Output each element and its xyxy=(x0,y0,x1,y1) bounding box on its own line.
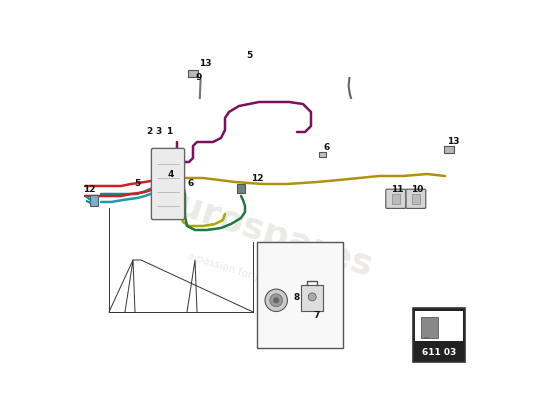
Text: 2: 2 xyxy=(146,128,152,136)
Circle shape xyxy=(274,298,279,303)
Circle shape xyxy=(308,293,316,301)
Text: 8: 8 xyxy=(294,294,300,302)
Text: 9: 9 xyxy=(196,74,202,82)
Text: 12: 12 xyxy=(82,186,95,194)
FancyBboxPatch shape xyxy=(151,148,185,220)
Text: 11: 11 xyxy=(390,186,403,194)
Bar xyxy=(413,308,465,362)
Circle shape xyxy=(270,294,283,307)
Bar xyxy=(415,311,463,342)
Bar xyxy=(90,195,98,206)
Text: 611 03: 611 03 xyxy=(422,348,456,357)
Bar xyxy=(412,194,420,204)
Text: 6: 6 xyxy=(324,144,330,152)
Bar xyxy=(424,337,429,339)
Text: 13: 13 xyxy=(447,138,459,146)
Bar xyxy=(188,70,198,77)
Bar xyxy=(392,194,400,204)
Text: 1: 1 xyxy=(166,128,172,136)
Circle shape xyxy=(265,289,288,312)
Text: eurospares: eurospares xyxy=(149,180,377,284)
Bar xyxy=(444,146,454,153)
Bar xyxy=(421,317,438,338)
Text: a passion for parts since 1985: a passion for parts since 1985 xyxy=(186,251,339,309)
Bar xyxy=(318,152,326,157)
Text: 3: 3 xyxy=(156,128,162,136)
Text: 12: 12 xyxy=(251,174,263,182)
Bar xyxy=(238,184,245,193)
Text: 5: 5 xyxy=(246,52,252,60)
FancyBboxPatch shape xyxy=(386,189,406,208)
Text: 13: 13 xyxy=(199,60,211,68)
Text: 5: 5 xyxy=(134,180,140,188)
Bar xyxy=(301,285,323,311)
Bar xyxy=(257,242,343,348)
Text: 4: 4 xyxy=(168,170,174,178)
Text: 6: 6 xyxy=(188,180,194,188)
FancyBboxPatch shape xyxy=(406,189,426,208)
Text: 7: 7 xyxy=(314,312,320,320)
Text: 10: 10 xyxy=(411,186,423,194)
